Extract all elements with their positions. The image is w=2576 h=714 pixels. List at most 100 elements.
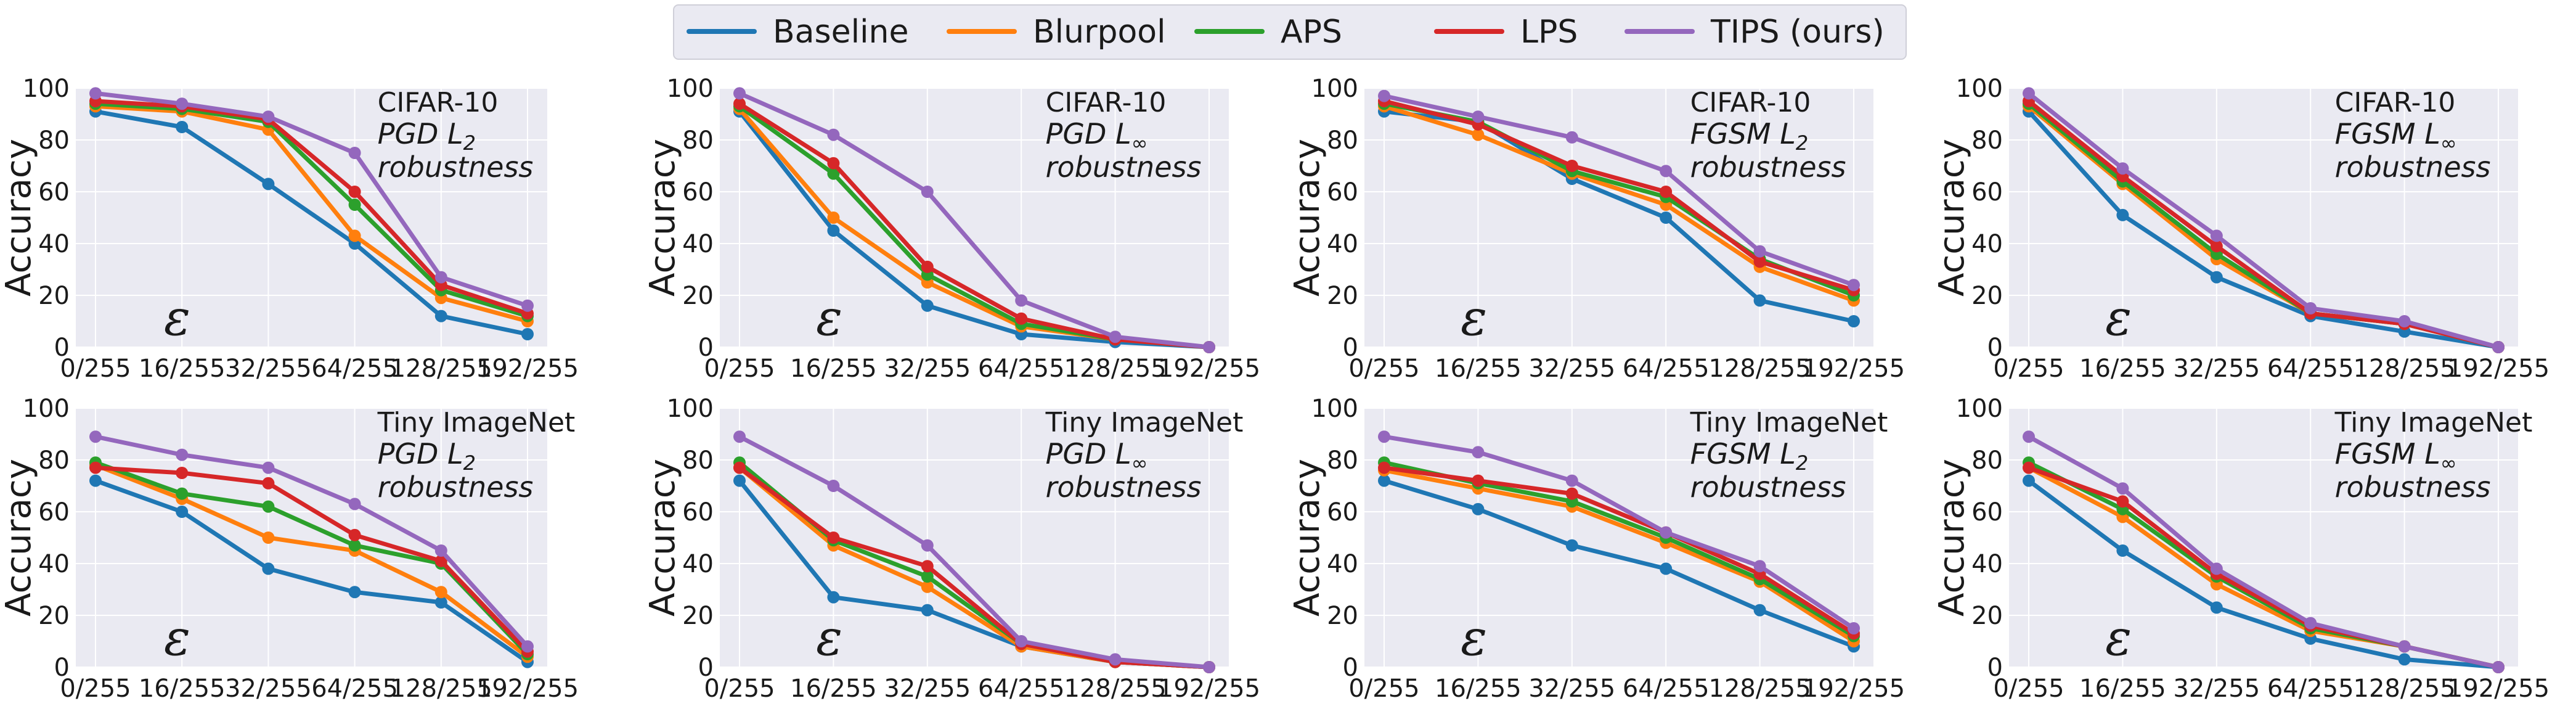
x-tick-label: 16/255 (790, 355, 877, 383)
y-tick-label: 60 (38, 178, 70, 207)
annotation-subtitle: robustness (1690, 470, 1846, 504)
legend-item-baseline: Baseline (687, 14, 908, 51)
data-point (2023, 474, 2035, 487)
x-tick-label: 16/255 (139, 675, 226, 703)
data-point (89, 430, 102, 443)
data-point (1203, 661, 1215, 673)
data-point (1753, 604, 1766, 617)
data-point (921, 186, 934, 198)
x-axis-label: ε (2105, 289, 2132, 347)
data-point (89, 87, 102, 100)
plot-area (2009, 88, 2518, 347)
data-point (348, 498, 361, 511)
y-tick-label: 100 (1956, 395, 2003, 423)
series-tips-ours (1378, 89, 1860, 292)
annotation-subtitle: robustness (2335, 470, 2491, 504)
data-point (262, 110, 275, 123)
subplot-4: 0 20 40 60 80 100 0/255 16/255 32/255 64/255128/2… (1932, 75, 2550, 383)
annotation-dataset: Tiny ImageNet (1690, 407, 1888, 438)
data-point (2398, 315, 2411, 327)
annotation-dataset: Tiny ImageNet (1045, 407, 1244, 438)
plot-area (720, 88, 1229, 347)
data-point (1378, 89, 1390, 102)
y-tick-label: 60 (682, 498, 714, 527)
annotation-attack: PGD L2 (378, 437, 476, 475)
series-tips-ours (733, 430, 1215, 673)
data-point (1660, 186, 1673, 198)
annotation-norm-letter: L (1771, 117, 1796, 150)
data-point (1660, 526, 1673, 539)
annotation-subtitle: robustness (378, 150, 534, 184)
series-line-blurpool (1382, 104, 1856, 303)
data-point (434, 271, 447, 284)
y-tick-label: 0 (54, 334, 70, 362)
y-tick-label: 60 (1971, 498, 2003, 527)
data-point (2210, 240, 2223, 253)
x-tick-label: 128/255 (1709, 355, 1811, 383)
annotation-attack: PGD L∞ (1046, 117, 1148, 155)
data-point (921, 560, 934, 573)
data-point (733, 430, 746, 443)
series-line-baseline (93, 478, 530, 665)
y-tick-label: 80 (1971, 446, 2003, 475)
y-tick-label: 100 (1956, 75, 2003, 103)
data-point (921, 299, 934, 312)
data-point (348, 186, 361, 198)
annotation-norm: ∞ (1131, 131, 1148, 155)
data-point (2116, 495, 2129, 508)
annotation-subtitle: robustness (1690, 150, 1846, 184)
annotation-attack-name: FGSM (1690, 117, 1771, 150)
data-point (2398, 653, 2411, 666)
annotation-attack: PGD L2 (378, 117, 476, 155)
series-line-blurpool (1382, 468, 1856, 644)
x-tick-label: 16/255 (139, 355, 226, 383)
x-tick-label: 0/255 (1993, 675, 2064, 703)
y-tick-label: 40 (1327, 230, 1358, 258)
series-line-aps (93, 101, 530, 319)
x-tick-label: 16/255 (2079, 355, 2166, 383)
series-tips-ours (1378, 430, 1860, 634)
subplot-5: 0 20 40 60 80 100 0/255 16/255 32/255 64/255128/2… (0, 395, 579, 703)
data-point (1848, 279, 1860, 292)
data-point (1565, 160, 1578, 172)
x-tick-label: 128/255 (1709, 675, 1811, 703)
y-tick-label: 80 (1327, 126, 1358, 155)
x-tick-label: 32/255 (884, 675, 971, 703)
data-point (827, 157, 840, 170)
legend-label-lps: LPS (1520, 14, 1578, 51)
y-tick-label: 0 (1343, 334, 1358, 362)
x-tick-label: 128/255 (1064, 355, 1167, 383)
y-axis-label: Accuracy (643, 139, 683, 297)
x-tick-label: 128/255 (2354, 355, 2456, 383)
data-point (1015, 635, 1028, 647)
legend-label-tips-ours: TIPS (ours) (1710, 14, 1885, 51)
data-point (1753, 560, 1766, 573)
x-tick-label: 192/255 (1803, 355, 1905, 383)
data-point (1753, 245, 1766, 258)
data-point (1378, 461, 1390, 474)
data-point (1472, 503, 1485, 515)
data-point (2116, 208, 2129, 221)
x-axis-label: ε (164, 609, 190, 667)
data-point (176, 506, 189, 518)
y-tick-label: 0 (1987, 654, 2003, 682)
data-point (2210, 562, 2223, 575)
y-tick-label: 80 (1327, 446, 1358, 475)
annotation-attack: FGSM L∞ (2335, 437, 2457, 475)
y-tick-label: 20 (1971, 282, 2003, 310)
data-point (434, 586, 447, 599)
y-tick-label: 80 (38, 126, 70, 155)
data-point (1565, 539, 1578, 552)
annotation-subtitle: robustness (2335, 150, 2491, 184)
annotation-subtitle: robustness (378, 470, 534, 504)
subplot-6: 0 20 40 60 80 100 0/255 16/255 32/255 64/255128/2… (643, 395, 1260, 703)
series-line-tips-ours (737, 434, 1212, 670)
x-tick-label: 64/255 (1623, 355, 1710, 383)
plot-area (1364, 88, 1873, 347)
y-tick-label: 20 (682, 602, 714, 630)
x-tick-label: 64/255 (2267, 675, 2354, 703)
series-line-tips-ours (1382, 94, 1856, 287)
subplot-7: 0 20 40 60 80 100 0/255 16/255 32/255 64/255128/2… (1287, 395, 1905, 703)
y-tick-label: 20 (682, 282, 714, 310)
legend-label-blurpool: Blurpool (1033, 14, 1166, 51)
